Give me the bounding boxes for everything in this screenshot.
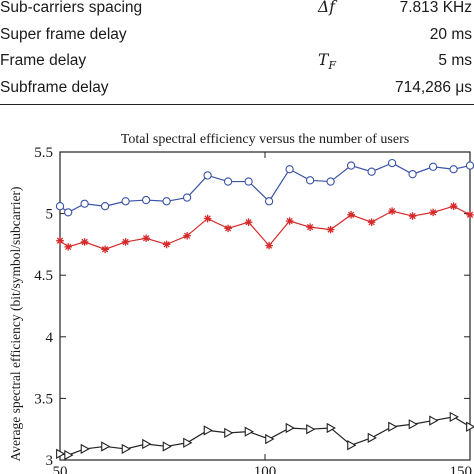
y-tick-label: 4 — [46, 330, 54, 346]
data-point-star — [162, 240, 171, 249]
data-point-star — [347, 211, 355, 219]
y-axis-label: Average spectral efficiency (bit/symbol/… — [8, 186, 23, 461]
data-point-triangle — [306, 424, 316, 435]
param-name: Super frame delay — [0, 26, 127, 43]
param-row: Sub-carriers spacing Δf 7.813 KHz — [0, 0, 474, 20]
plot-frame — [59, 151, 471, 461]
data-point-star — [306, 223, 314, 231]
data-point-star — [142, 234, 150, 243]
data-point-triangle — [203, 425, 213, 436]
param-name: Subframe delay — [0, 79, 109, 96]
data-point-circle — [55, 202, 65, 211]
data-point-triangle — [326, 422, 336, 434]
data-point-star — [285, 217, 294, 225]
data-point-triangle — [244, 426, 254, 437]
data-point-circle — [244, 177, 253, 186]
data-point-star — [101, 245, 109, 254]
parameter-table: Sub-carriers spacing Δf 7.813 KHz Super … — [0, 0, 474, 105]
data-point-circle — [326, 177, 335, 186]
data-point-triangle — [56, 448, 66, 459]
data-point-circle — [367, 167, 376, 176]
data-point-star — [183, 231, 191, 240]
data-point-star — [265, 241, 273, 250]
data-point-star — [244, 218, 253, 227]
y-tick-label: 4.5 — [34, 268, 53, 284]
data-point-circle — [408, 170, 417, 179]
data-point-circle — [264, 197, 274, 206]
data-point-circle — [223, 177, 233, 186]
chart-title: Total spectral efficiency versus the num… — [120, 132, 410, 147]
data-point-circle — [428, 162, 438, 171]
y-tick-label: 5 — [46, 207, 54, 223]
data-point-triangle — [388, 421, 398, 432]
data-point-star — [429, 208, 437, 217]
data-point-triangle — [367, 432, 377, 443]
data-point-triangle — [142, 438, 152, 450]
data-point-triangle — [224, 427, 234, 439]
data-point-triangle — [80, 443, 90, 455]
param-value: 7.813 KHz — [399, 0, 472, 16]
param-row: Subframe delay 714,286 μs — [0, 75, 474, 100]
series-line — [59, 162, 471, 214]
data-point-star — [326, 225, 335, 234]
param-value: 714,286 μs — [394, 79, 472, 96]
x-tick-label: 50 — [53, 464, 68, 474]
data-point-star — [64, 243, 72, 251]
data-point-star — [203, 214, 212, 223]
data-point-star — [56, 236, 64, 245]
data-point-triangle — [101, 441, 111, 452]
param-value: 5 ms — [438, 52, 472, 69]
series-line — [59, 416, 471, 456]
x-tick-label: 100 — [254, 464, 277, 474]
data-point-triangle — [64, 449, 74, 461]
data-point-circle — [141, 195, 151, 205]
param-name: Sub-carriers spacing — [0, 0, 143, 16]
param-row: Super frame delay 20 ms — [0, 22, 474, 47]
data-point-star — [388, 207, 396, 215]
param-symbol: Δf — [318, 0, 335, 16]
data-point-triangle — [449, 411, 459, 423]
data-point-star — [466, 211, 474, 219]
data-point-triangle — [466, 421, 474, 432]
series-line — [59, 205, 471, 250]
data-point-circle — [64, 208, 73, 217]
data-point-star — [121, 238, 130, 246]
data-point-star — [224, 224, 232, 233]
data-point-circle — [465, 161, 474, 170]
data-point-circle — [387, 158, 397, 168]
data-point-star — [367, 218, 376, 227]
y-tick-label: 3.5 — [34, 391, 53, 407]
data-point-triangle — [265, 433, 275, 445]
data-point-circle — [305, 176, 315, 185]
data-point-triangle — [347, 440, 357, 451]
data-point-circle — [80, 199, 89, 208]
param-value: 20 ms — [429, 26, 472, 43]
data-point-triangle — [285, 422, 295, 434]
data-point-circle — [203, 171, 212, 180]
data-point-circle — [449, 165, 458, 174]
data-point-circle — [100, 202, 110, 211]
data-point-circle — [346, 161, 356, 170]
param-symbol: TF — [318, 51, 336, 73]
param-row: Frame delay TF 5 ms — [0, 48, 474, 73]
data-point-star — [408, 212, 417, 220]
x-tick-label: 150 — [450, 464, 473, 474]
y-tick-label: 3 — [46, 453, 54, 469]
data-point-star — [80, 238, 89, 246]
data-point-triangle — [121, 443, 131, 455]
data-point-triangle — [429, 415, 439, 426]
param-name: Frame delay — [0, 52, 87, 69]
data-point-circle — [121, 197, 130, 206]
data-point-circle — [162, 197, 171, 206]
data-point-triangle — [162, 441, 172, 452]
data-point-triangle — [183, 437, 193, 448]
y-tick-label: 5.5 — [34, 145, 53, 161]
spectral-efficiency-chart: Total spectral efficiency versus the num… — [0, 130, 474, 474]
data-point-circle — [285, 165, 294, 174]
data-point-star — [449, 202, 458, 211]
chart-plot: 3 3.5 4 4.5 5 5.5 50 100 150 Average spectral eff… — [8, 145, 474, 474]
data-point-triangle — [408, 419, 418, 430]
data-point-circle — [182, 193, 192, 202]
